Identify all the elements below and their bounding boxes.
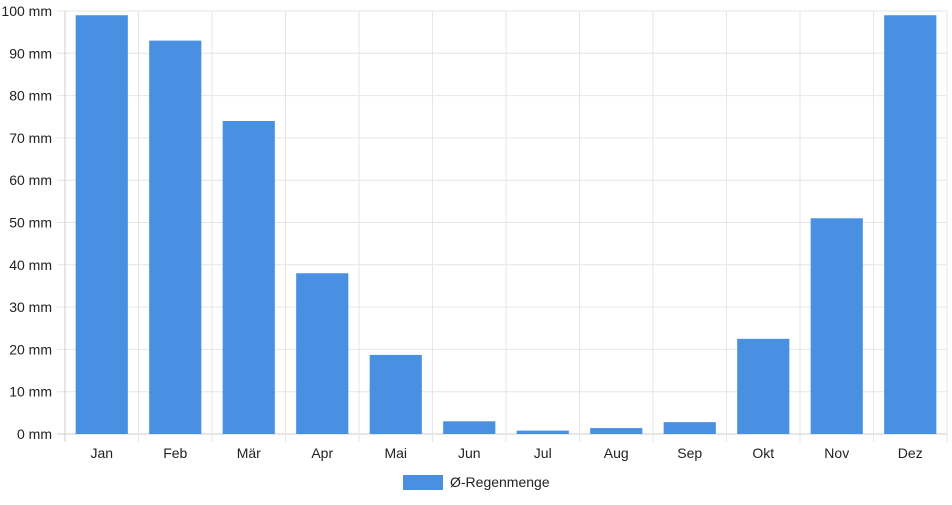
y-tick-label: 0 mm — [17, 426, 52, 442]
bar[interactable] — [443, 421, 496, 434]
x-tick-label: Jun — [458, 445, 481, 461]
y-tick-label: 70 mm — [9, 130, 52, 146]
y-axis-ticks: 0 mm 10 mm 20 mm 30 mm 40 mm 50 mm 60 mm 70 mm 8… — [1, 3, 52, 442]
y-tick-label: 60 mm — [9, 172, 52, 188]
legend-swatch — [403, 475, 443, 490]
x-tick-label: Sep — [677, 445, 702, 461]
x-tick-label: Nov — [824, 445, 849, 461]
bar[interactable] — [75, 15, 128, 434]
y-tick-label: 20 mm — [9, 341, 52, 357]
y-tick-label: 40 mm — [9, 257, 52, 273]
y-tick-label: 10 mm — [9, 384, 52, 400]
bar[interactable] — [149, 40, 202, 435]
bars-layer — [75, 15, 937, 435]
x-axis-ticks: Jan Feb Mär Apr Mai Jun Jul Aug Sep Okt Nov Dez — [90, 445, 922, 461]
x-tick-label: Mai — [384, 445, 407, 461]
y-tick-label: 90 mm — [9, 45, 52, 61]
bar[interactable] — [369, 354, 422, 434]
legend[interactable]: Ø-Regenmenge — [403, 474, 550, 490]
x-tick-label: Jul — [534, 445, 552, 461]
y-tick-label: 100 mm — [1, 3, 52, 19]
bar[interactable] — [810, 218, 863, 434]
bar[interactable] — [296, 273, 349, 434]
bar[interactable] — [590, 428, 643, 434]
bar[interactable] — [663, 422, 716, 434]
bar[interactable] — [884, 15, 937, 434]
bar[interactable] — [737, 338, 790, 434]
x-tick-label: Okt — [752, 445, 774, 461]
legend-label: Ø-Regenmenge — [450, 474, 550, 490]
y-tick-label: 50 mm — [9, 215, 52, 231]
x-tick-label: Dez — [898, 445, 923, 461]
x-tick-label: Mär — [237, 445, 261, 461]
y-tick-label: 80 mm — [9, 88, 52, 104]
bar[interactable] — [516, 430, 569, 434]
grid-layer — [57, 10, 948, 442]
x-tick-label: Apr — [311, 445, 333, 461]
x-tick-label: Feb — [163, 445, 187, 461]
y-tick-label: 30 mm — [9, 299, 52, 315]
x-tick-label: Jan — [90, 445, 113, 461]
bar[interactable] — [222, 120, 275, 434]
x-tick-label: Aug — [604, 445, 629, 461]
